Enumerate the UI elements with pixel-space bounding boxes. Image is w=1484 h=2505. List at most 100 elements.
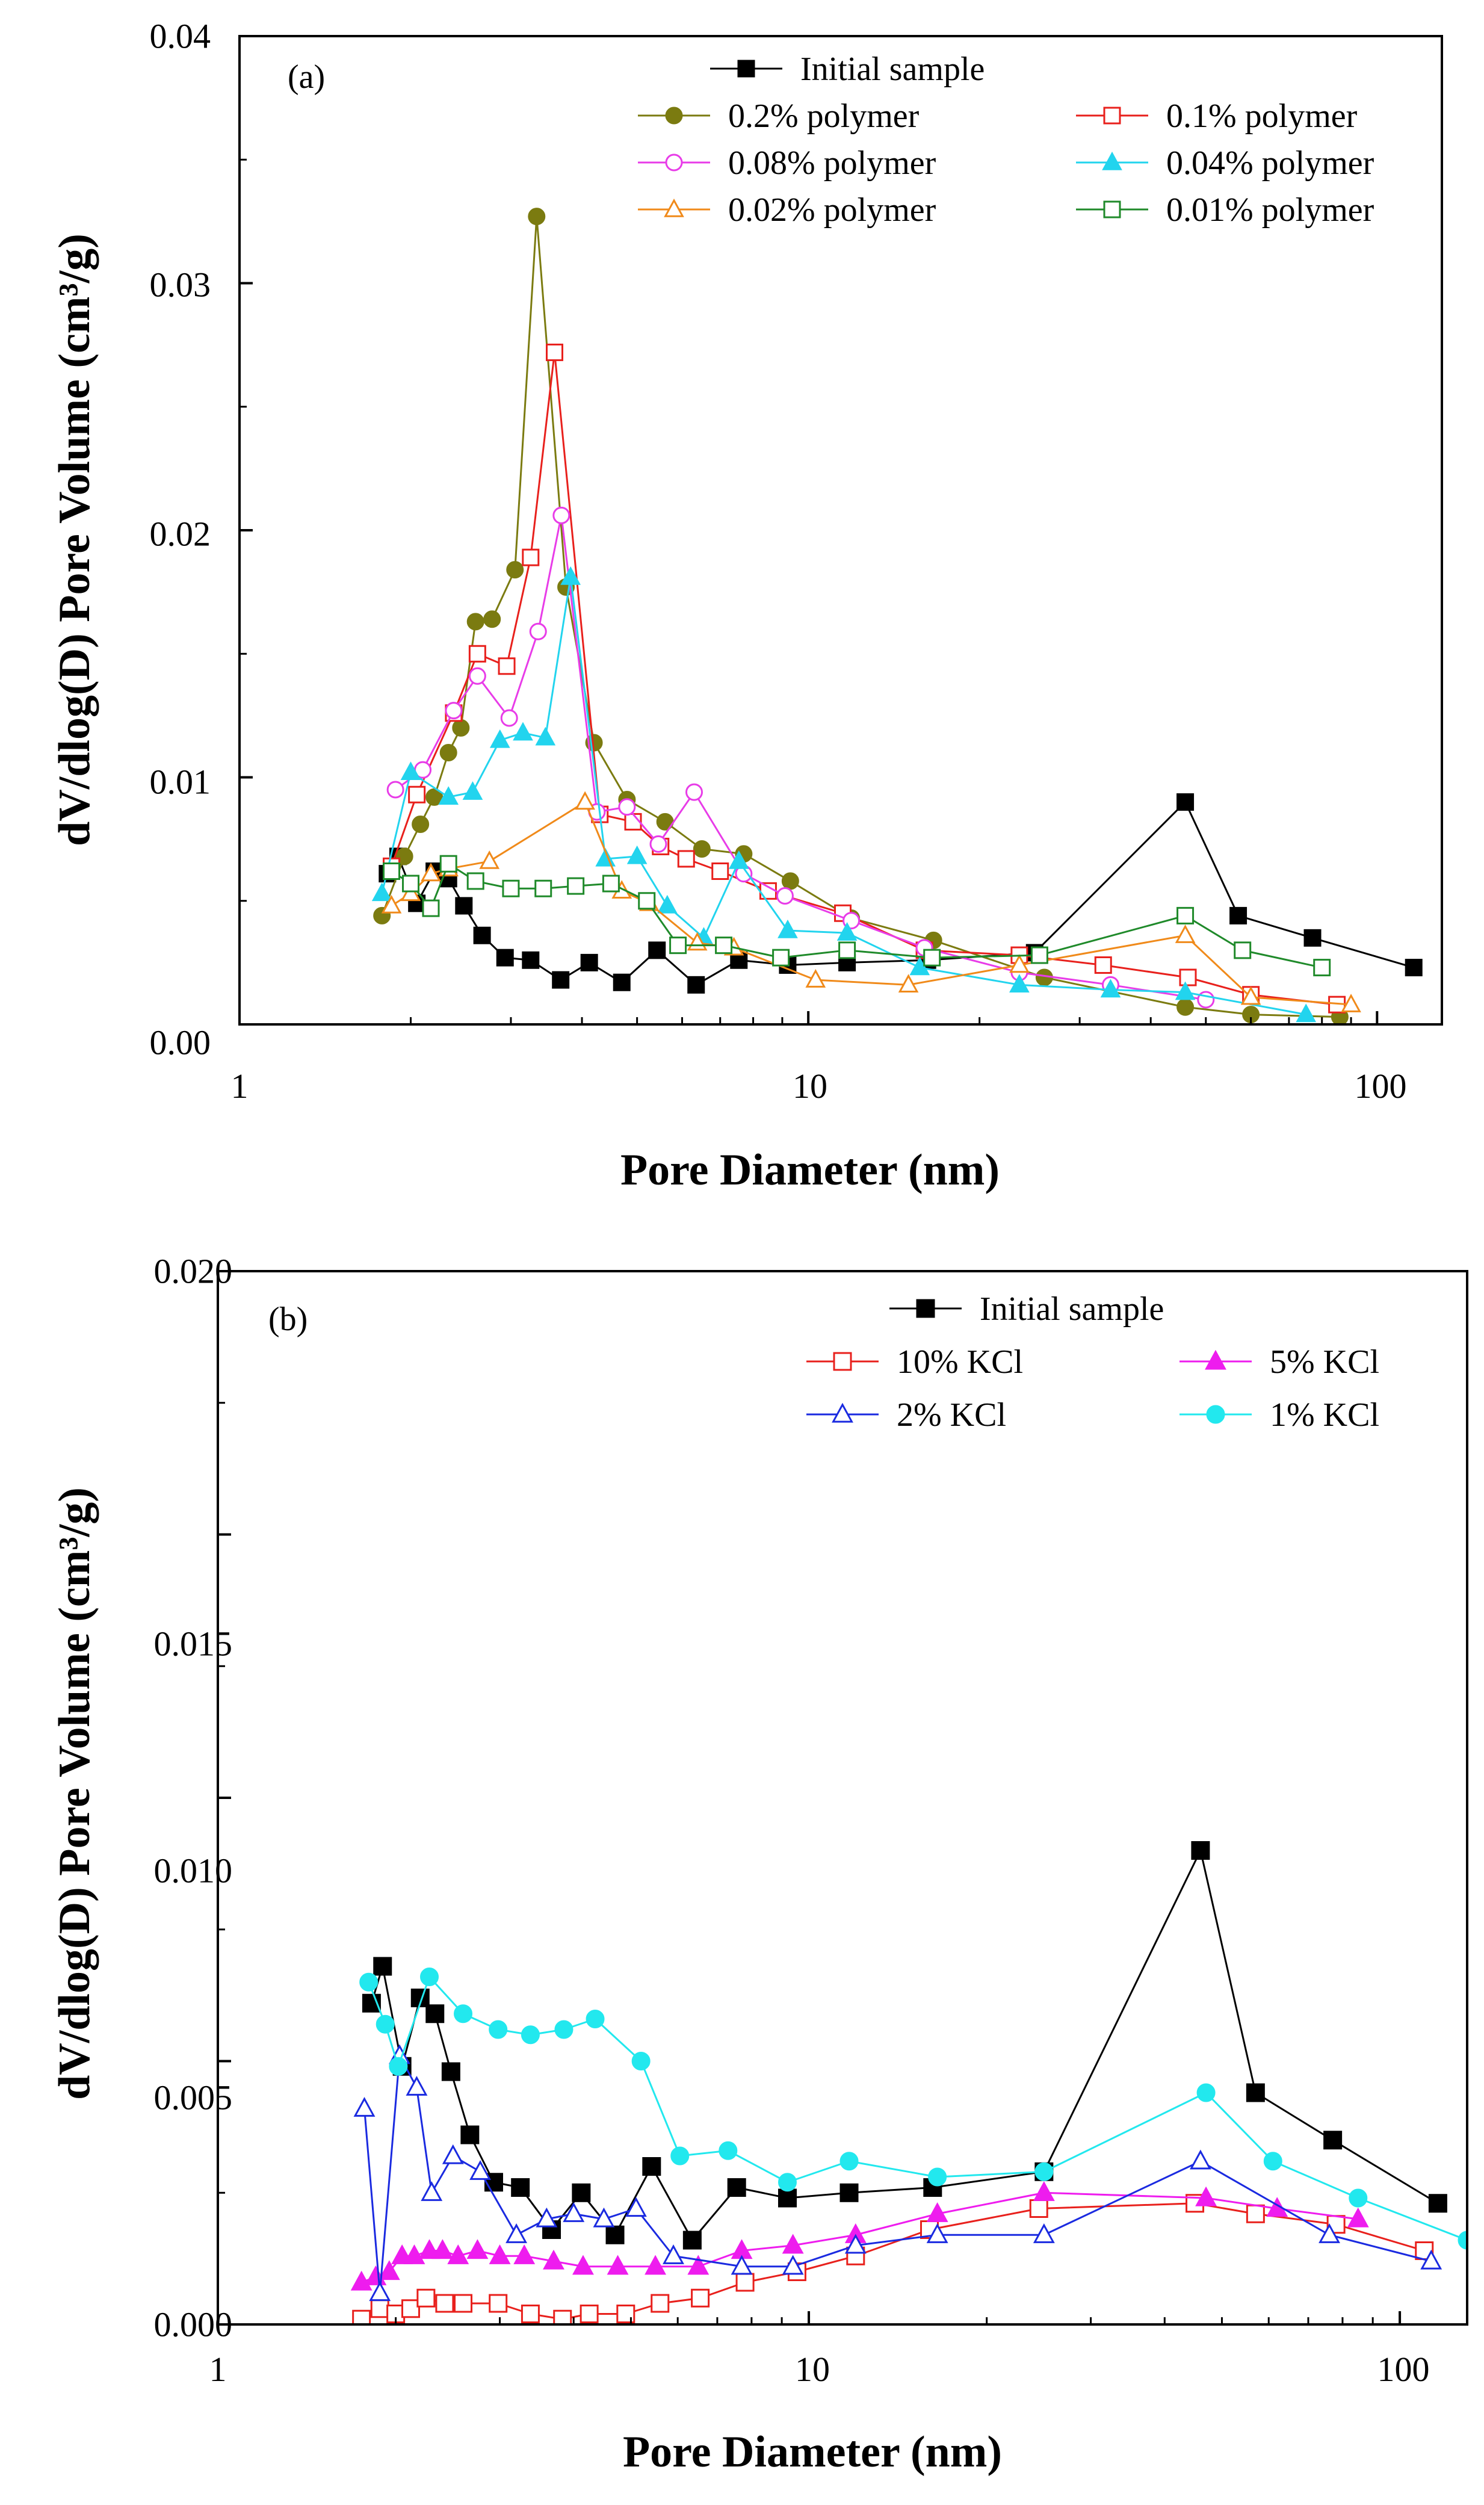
data-point-5-kcl [403, 2244, 425, 2264]
data-point-0-02-polymer [1240, 986, 1261, 1005]
data-point-0-04-polymer [560, 566, 581, 585]
data-point-2-kcl [353, 2097, 376, 2117]
data-point-0-04-polymer [489, 729, 510, 748]
panel-b-label: (b) [268, 1301, 308, 1338]
legend-label-0-2-polymer: 0.2% polymer [728, 98, 920, 135]
data-point-2-kcl [469, 2160, 492, 2180]
data-point-1-kcl [420, 1968, 439, 1986]
panel-a-label: (a) [288, 58, 325, 96]
legend-label-0-1-polymer: 0.1% polymer [1166, 98, 1358, 135]
legend-item-0-1-polymer: 0.1% polymer [1076, 98, 1358, 135]
data-point-initial-sample [522, 951, 540, 969]
data-point-0-04-polymer [462, 781, 483, 800]
data-point-2-kcl [844, 2234, 867, 2254]
data-point-initial-sample [727, 2178, 746, 2197]
legend-item-0-04-polymer: 0.04% polymer [1076, 144, 1374, 182]
panel-a-x-axis-title: Pore Diameter (nm) [620, 1145, 1000, 1195]
plot-frame [238, 35, 1443, 1026]
data-point-initial-sample [642, 2157, 661, 2176]
data-point-1-kcl [839, 2152, 859, 2171]
data-point-0-08-polymer [445, 702, 463, 720]
data-point-0-04-polymer [1009, 974, 1030, 993]
legend-marker-0-01-polymer [1103, 200, 1121, 218]
panel-b-y-axis-title: dV/dlog(D) Pore Volume (cm³/g) [50, 1487, 99, 2100]
panel-b-ytick-label: 0.005 [154, 2078, 233, 2117]
data-point-0-04-polymer [778, 919, 798, 938]
data-point-0-2-polymer [395, 847, 413, 865]
data-point-0-01-polymer [1313, 959, 1331, 977]
series-line-0-04-polymer [381, 576, 1306, 1016]
data-point-0-01-polymer [534, 879, 552, 897]
data-point-5-kcl [782, 2234, 804, 2254]
panel-a-xtick-label: 1 [231, 1067, 249, 1106]
data-point-0-01-polymer [715, 937, 733, 955]
legend-item-0-01-polymer: 0.01% polymer [1076, 191, 1374, 229]
panel-a-ytick-label: 0.04 [150, 17, 211, 56]
data-point-0-1-polymer [468, 645, 486, 663]
data-point-1-kcl [1349, 2188, 1368, 2208]
data-point-initial-sample [1405, 959, 1423, 977]
panel-a-ytick-label: 0.03 [150, 265, 211, 305]
data-point-10-kcl [580, 2305, 599, 2323]
data-point-initial-sample [496, 949, 514, 967]
legend-label-0-08-polymer: 0.08% polymer [728, 144, 936, 182]
data-point-1-kcl [359, 1972, 379, 1992]
data-point-0-08-polymer [552, 506, 570, 524]
data-point-0-04-polymer [438, 786, 459, 805]
data-point-0-1-polymer [408, 785, 426, 804]
data-point-2-kcl [1189, 2149, 1211, 2170]
legend-marker-10-kcl [833, 1352, 852, 1371]
legend-label-10-kcl: 10% KCl [897, 1343, 1023, 1381]
legend-marker-0-2-polymer [665, 107, 683, 125]
data-point-0-2-polymer [528, 208, 546, 226]
data-point-0-01-polymer [669, 937, 687, 955]
series-line-0-02-polymer [391, 801, 1352, 1006]
data-point-5-kcl [645, 2255, 667, 2275]
data-point-0-01-polymer [638, 892, 656, 910]
data-point-0-04-polymer [909, 956, 930, 976]
panel-a-xtick-label: 10 [793, 1067, 827, 1106]
data-point-2-kcl [1033, 2223, 1055, 2243]
panel-b-xtick-label: 10 [795, 2350, 830, 2389]
data-point-5-kcl [489, 2244, 511, 2264]
panel-b-x-axis-title: Pore Diameter (nm) [623, 2427, 1002, 2477]
data-point-5-kcl [1195, 2186, 1217, 2206]
data-point-0-02-polymer [898, 974, 919, 993]
legend-label-2-kcl: 2% KCl [897, 1396, 1006, 1434]
data-point-2-kcl [1420, 2249, 1442, 2270]
legend-item-initial-sample: Initial sample [710, 51, 985, 88]
data-point-10-kcl [651, 2294, 670, 2313]
data-point-1-kcl [554, 2020, 574, 2039]
data-point-5-kcl [543, 2249, 564, 2270]
data-point-1-kcl [1196, 2083, 1216, 2102]
legend-marker-5-kcl [1205, 1349, 1226, 1370]
legend-item-10-kcl: 10% KCl [806, 1343, 1023, 1381]
data-point-5-kcl [687, 2255, 710, 2275]
panel-b-ytick-label: 0.010 [154, 1851, 233, 1890]
panel-a-ytick-label: 0.01 [150, 763, 211, 802]
legend-marker-0-02-polymer [664, 198, 684, 217]
panel-a-ytick-label: 0.02 [150, 515, 211, 554]
data-point-0-04-polymer [513, 722, 533, 741]
data-point-5-kcl [1347, 2207, 1369, 2228]
data-point-1-kcl [778, 2173, 797, 2192]
data-point-initial-sample [552, 971, 570, 989]
plot-area [350, 1841, 1467, 2324]
data-point-initial-sample [605, 2225, 625, 2244]
chart-panel-b: 0.000 0.005 0.010 0.015 0.020 1 10 100 P… [50, 1252, 1468, 2477]
data-point-0-2-polymer [439, 743, 457, 761]
data-point-5-kcl [1033, 2181, 1055, 2201]
data-point-initial-sample [1323, 2131, 1343, 2150]
legend-marker-initial-sample [916, 1299, 935, 1318]
plot-area [371, 208, 1423, 1024]
data-point-2-kcl [731, 2255, 753, 2275]
legend-item-initial-sample: Initial sample [889, 1290, 1164, 1328]
legend-item-1-kcl: 1% KCl [1179, 1396, 1379, 1434]
data-point-initial-sample [455, 897, 473, 915]
data-point-0-08-polymer [618, 798, 636, 816]
data-point-5-kcl [926, 2202, 948, 2222]
data-point-2-kcl [625, 2197, 647, 2217]
data-point-10-kcl [454, 2294, 473, 2313]
data-point-0-2-polymer [483, 610, 501, 628]
panel-b-legend: Initial sample 10% KCl 5% KCl 2% KCl 1% KCl [806, 1290, 1379, 1434]
